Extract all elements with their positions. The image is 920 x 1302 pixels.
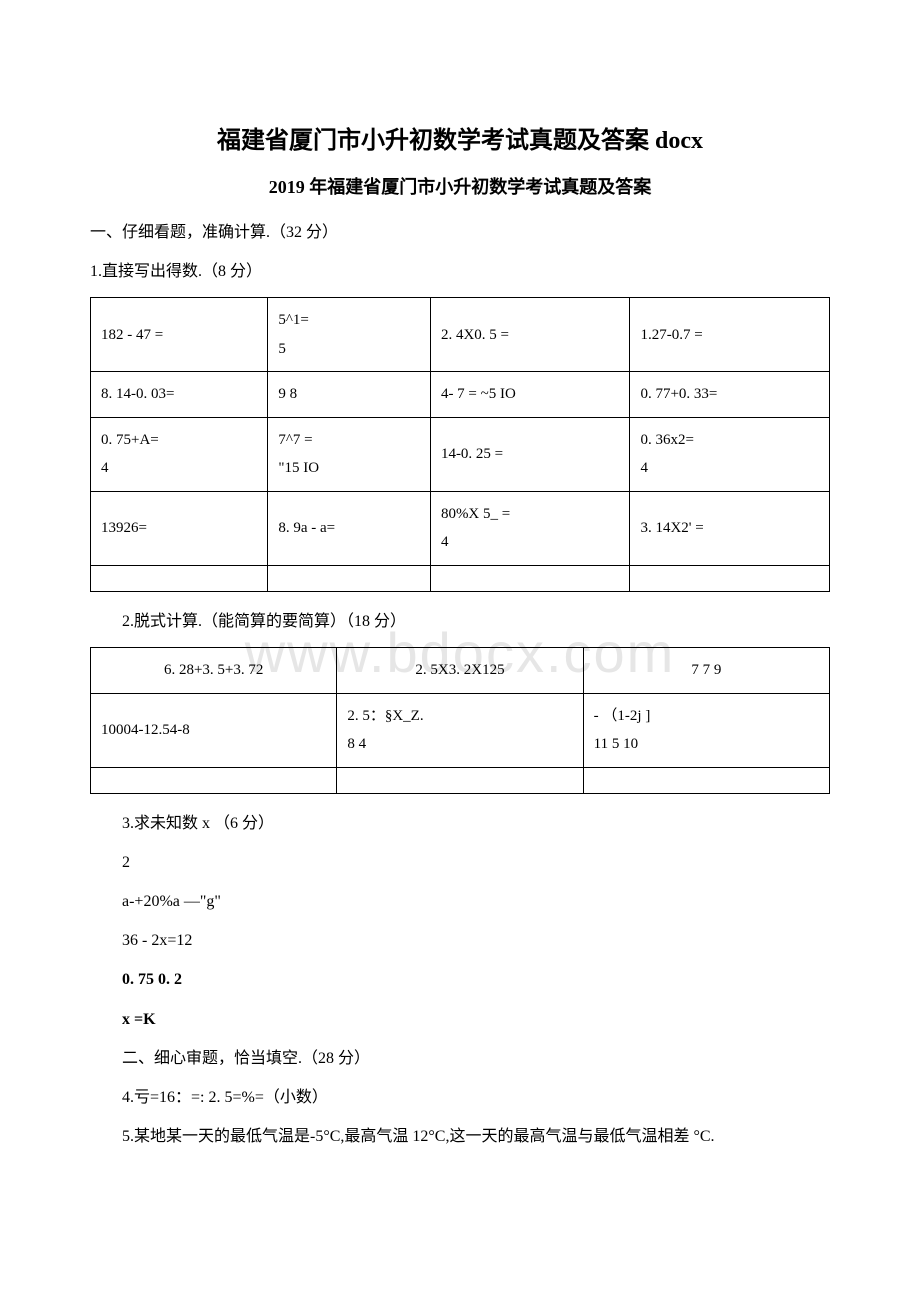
- cell: 8. 9a - a=: [268, 491, 431, 565]
- table-row: 13926= 8. 9a - a= 80%X 5_ =4 3. 14X2' =: [91, 491, 830, 565]
- q3-bold-line: 0. 75 0. 2: [90, 966, 830, 993]
- q3-bold-line: x =K: [90, 1006, 830, 1033]
- question-2-header: 2.脱式计算.（能简算的要简算）（18 分）: [90, 608, 830, 635]
- cell: [268, 565, 431, 591]
- cell: 10004-12.54-8: [91, 693, 337, 767]
- document-content: 福建省厦门市小升初数学考试真题及答案 docx 2019 年福建省厦门市小升初数…: [90, 120, 830, 1150]
- subtitle: 2019 年福建省厦门市小升初数学考试真题及答案: [90, 173, 830, 199]
- cell: 2. 5：§X_Z.8 4: [337, 693, 583, 767]
- cell: [91, 767, 337, 793]
- cell: 9 8: [268, 372, 431, 418]
- cell: 4- 7 = ~5 IO: [430, 372, 630, 418]
- table-1: 182 - 47 = 5^1=5 2. 4X0. 5 = 1.27-0.7 = …: [90, 297, 830, 592]
- question-1-header: 1.直接写出得数.（8 分）: [90, 258, 830, 285]
- q3-line: 36 - 2x=12: [90, 927, 830, 954]
- cell: [430, 565, 630, 591]
- cell: 0. 77+0. 33=: [630, 372, 830, 418]
- table-row: 10004-12.54-8 2. 5：§X_Z.8 4 - （1-2j ]11 …: [91, 693, 830, 767]
- table-row: 0. 75+A=4 7^7 ="15 IO 14-0. 25 = 0. 36x2…: [91, 417, 830, 491]
- cell: [583, 767, 829, 793]
- cell: 13926=: [91, 491, 268, 565]
- cell: 2. 4X0. 5 =: [430, 298, 630, 372]
- q3-line: 2: [90, 849, 830, 876]
- cell: 80%X 5_ =4: [430, 491, 630, 565]
- cell: - （1-2j ]11 5 10: [583, 693, 829, 767]
- table-2: 6. 28+3. 5+3. 72 2. 5X3. 2X125 7 7 9 100…: [90, 647, 830, 794]
- table-row-empty: [91, 565, 830, 591]
- q3-line: a-+20%a —"g": [90, 888, 830, 915]
- table-row: 8. 14-0. 03= 9 8 4- 7 = ~5 IO 0. 77+0. 3…: [91, 372, 830, 418]
- cell: 6. 28+3. 5+3. 72: [91, 648, 337, 694]
- question-3-header: 3.求未知数 x （6 分）: [90, 810, 830, 837]
- cell: 7 7 9: [583, 648, 829, 694]
- cell: 8. 14-0. 03=: [91, 372, 268, 418]
- table-row: 6. 28+3. 5+3. 72 2. 5X3. 2X125 7 7 9: [91, 648, 830, 694]
- cell: 1.27-0.7 =: [630, 298, 830, 372]
- question-4: 4.亏=16：=: 2. 5=%=（小数）: [90, 1084, 830, 1111]
- section-2-header: 二、细心审题，恰当填空.（28 分）: [90, 1045, 830, 1072]
- cell: 2. 5X3. 2X125: [337, 648, 583, 694]
- cell: 3. 14X2' =: [630, 491, 830, 565]
- section-1-header: 一、仔细看题，准确计算.（32 分）: [90, 219, 830, 246]
- cell: [337, 767, 583, 793]
- cell: 0. 75+A=4: [91, 417, 268, 491]
- cell: 14-0. 25 =: [430, 417, 630, 491]
- cell: [630, 565, 830, 591]
- cell: 7^7 ="15 IO: [268, 417, 431, 491]
- table-row: 182 - 47 = 5^1=5 2. 4X0. 5 = 1.27-0.7 =: [91, 298, 830, 372]
- cell: [91, 565, 268, 591]
- cell: 0. 36x2=4: [630, 417, 830, 491]
- table-row-empty: [91, 767, 830, 793]
- cell: 182 - 47 =: [91, 298, 268, 372]
- main-title: 福建省厦门市小升初数学考试真题及答案 docx: [90, 120, 830, 155]
- cell: 5^1=5: [268, 298, 431, 372]
- question-5-wrapped: 5.某地某一天的最低气温是-5°C,最高气温 12°C,这一天的最高气温与最低气…: [90, 1123, 830, 1150]
